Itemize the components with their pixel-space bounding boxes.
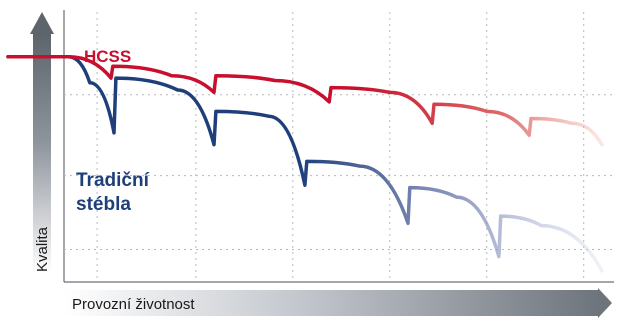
y-axis: Kvalita: [30, 12, 54, 274]
series-label-line-1: Tradiční: [76, 170, 150, 191]
series-label-hcss: HCSS: [84, 47, 131, 66]
series-label-line-2: stébla: [76, 194, 131, 215]
x-axis-label: Provozní životnost: [72, 296, 195, 313]
plot-frame: [63, 10, 614, 283]
series-labels: HCSS Tradiční stébla: [76, 47, 150, 215]
x-axis-arrowhead: [598, 288, 612, 318]
y-axis-label: Kvalita: [34, 226, 51, 272]
series-label-traditional: Tradiční stébla: [76, 170, 150, 215]
series-label-line-1: HCSS: [84, 47, 131, 66]
grid: [64, 12, 614, 282]
series-lines: [6, 54, 604, 273]
x-axis: Provozní životnost: [64, 288, 612, 318]
y-axis-arrowhead: [30, 12, 54, 34]
series-line-traditional: [6, 54, 604, 273]
series-line-hcss: [6, 54, 604, 147]
